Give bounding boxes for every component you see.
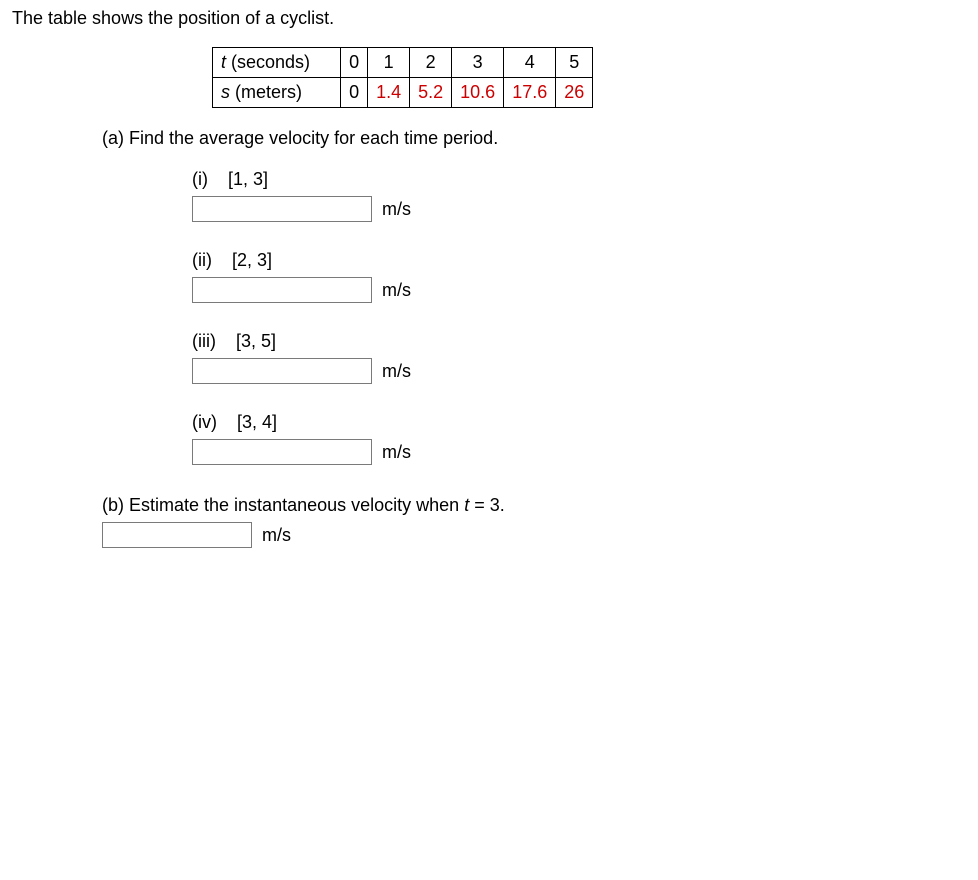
s-val-4: 17.6 [504,78,556,108]
sub-i: (i) [1, 3] m/s [192,169,966,222]
answer-input-i[interactable] [192,196,372,222]
s-val-1: 1.4 [368,78,410,108]
unit-i: m/s [382,199,411,220]
sub-iii: (iii) [3, 5] m/s [192,331,966,384]
sub-ii: (ii) [2, 3] m/s [192,250,966,303]
sub-iv: (iv) [3, 4] m/s [192,412,966,465]
position-table: t (seconds) 0 1 2 3 4 5 s (meters) 0 1.4… [212,47,593,108]
t-val-5: 5 [556,48,593,78]
t-val-2: 2 [410,48,452,78]
t-val-3: 3 [452,48,504,78]
answer-input-ii[interactable] [192,277,372,303]
answer-input-iii[interactable] [192,358,372,384]
row-t-label: t (seconds) [213,48,341,78]
sub-ii-label: (ii) [2, 3] [192,250,966,271]
unit-ii: m/s [382,280,411,301]
unit-iii: m/s [382,361,411,382]
answer-input-iv[interactable] [192,439,372,465]
s-val-3: 10.6 [452,78,504,108]
s-val-5: 26 [556,78,593,108]
t-val-0: 0 [341,48,368,78]
sub-iii-label: (iii) [3, 5] [192,331,966,352]
t-val-4: 4 [504,48,556,78]
part-a-prompt: (a) Find the average velocity for each t… [102,128,966,149]
answer-input-b[interactable] [102,522,252,548]
unit-b: m/s [262,525,291,546]
sub-iv-label: (iv) [3, 4] [192,412,966,433]
unit-iv: m/s [382,442,411,463]
row-s-label: s (meters) [213,78,341,108]
sub-i-label: (i) [1, 3] [192,169,966,190]
t-val-1: 1 [368,48,410,78]
s-val-0: 0 [341,78,368,108]
intro-text: The table shows the position of a cyclis… [12,8,966,29]
s-val-2: 5.2 [410,78,452,108]
part-b-prompt: (b) Estimate the instantaneous velocity … [102,495,966,516]
